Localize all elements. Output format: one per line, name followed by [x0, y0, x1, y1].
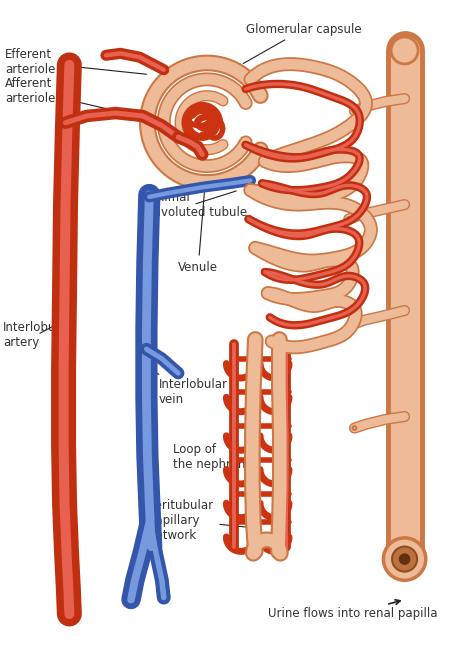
Circle shape	[391, 37, 418, 64]
Text: Loop of
the nephron: Loop of the nephron	[173, 443, 251, 478]
Circle shape	[383, 538, 426, 580]
Text: Interlobular
vein: Interlobular vein	[150, 370, 228, 406]
Circle shape	[353, 426, 356, 430]
Circle shape	[399, 553, 410, 565]
Circle shape	[347, 217, 351, 221]
Circle shape	[350, 323, 354, 327]
Text: Peritubular
capillary
network: Peritubular capillary network	[149, 499, 246, 542]
Text: Afferent
arteriole: Afferent arteriole	[5, 77, 122, 112]
Text: Efferent
arteriole: Efferent arteriole	[5, 48, 146, 76]
Text: Urine flows into renal papilla: Urine flows into renal papilla	[268, 600, 438, 621]
Circle shape	[392, 547, 417, 571]
Circle shape	[353, 109, 356, 113]
Text: Glomerular capsule: Glomerular capsule	[243, 23, 361, 64]
Text: Venule: Venule	[178, 185, 218, 274]
Text: Interlobular
artery: Interlobular artery	[3, 320, 72, 348]
Text: Proximal
convoluted tubule: Proximal convoluted tubule	[140, 190, 247, 218]
